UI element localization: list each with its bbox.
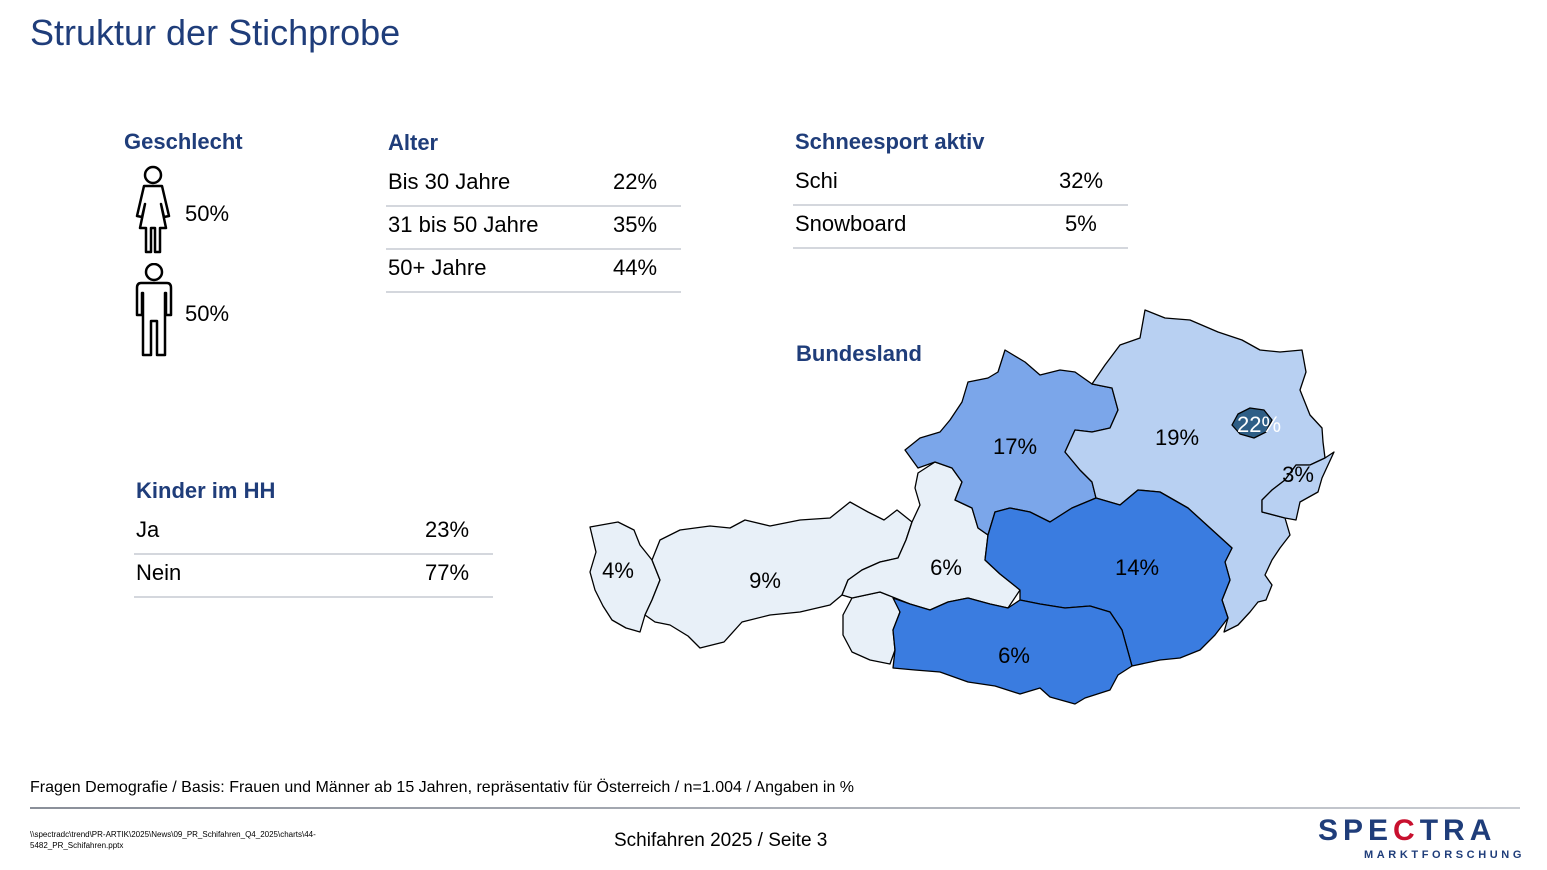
schneesport-heading: Schneesport aktiv xyxy=(795,129,985,154)
bundesland-heading: Bundesland xyxy=(796,341,922,366)
logo-subtitle: MARKTFORSCHUNG xyxy=(1364,849,1526,861)
male-percentage: 50% xyxy=(185,301,230,326)
page-info: Schifahren 2025 / Seite 3 xyxy=(614,830,828,851)
alter-row-value: 22% xyxy=(613,169,658,194)
map-region-osttirol xyxy=(842,591,901,665)
alter-row-value: 35% xyxy=(613,212,658,237)
kinder-row-value: 23% xyxy=(425,517,470,542)
kinder-row: Ja 23% xyxy=(134,511,493,555)
spectra-logo: SPECTRA xyxy=(1318,814,1496,848)
alter-row-value: 44% xyxy=(613,255,658,280)
map-label-vorarlberg: 4% xyxy=(602,558,634,583)
map-region-wien xyxy=(1231,407,1273,439)
file-path: \\spectradc\trend\PR-ARTIK\2025\News\09_… xyxy=(30,830,316,850)
map-region-kaernten xyxy=(892,597,1133,705)
map-label-niederoesterreich: 19% xyxy=(1154,425,1200,450)
logo-text-part1: SPE xyxy=(1318,814,1394,847)
schneesport-row-value: 32% xyxy=(1059,168,1104,193)
alter-heading: Alter xyxy=(388,130,439,155)
alter-row: Bis 30 Jahre 22% xyxy=(386,163,681,207)
map-region-vorarlberg xyxy=(589,521,661,633)
alter-row: 31 bis 50 Jahre 35% xyxy=(386,206,681,250)
alter-row-label: 50+ Jahre xyxy=(388,255,487,280)
male-icon xyxy=(135,263,173,357)
schneesport-row: Snowboard 5% xyxy=(793,205,1128,249)
logo-text-part3: TRA xyxy=(1419,814,1497,847)
alter-row: 50+ Jahre 44% xyxy=(386,249,681,293)
kinder-row-label: Ja xyxy=(136,517,160,542)
map-label-burgenland: 3% xyxy=(1282,462,1314,487)
footnote: Fragen Demografie / Basis: Frauen und Mä… xyxy=(30,779,855,796)
map-label-oberoesterreich: 17% xyxy=(992,434,1038,459)
map-region-burgenland xyxy=(1261,451,1335,521)
map-label-tirol: 9% xyxy=(749,568,781,593)
kinder-row-label: Nein xyxy=(136,560,182,585)
schneesport-row-label: Snowboard xyxy=(795,211,907,236)
kinder-row-value: 77% xyxy=(425,560,470,585)
map-label-kaernten: 6% xyxy=(998,643,1030,668)
kinder-row: Nein 77% xyxy=(134,554,493,598)
footer-divider xyxy=(30,807,1520,809)
logo-text-part2: C xyxy=(1393,814,1420,847)
map-label-steiermark: 14% xyxy=(1114,555,1160,580)
map-label-salzburg: 6% xyxy=(930,555,962,580)
geschlecht-heading: Geschlecht xyxy=(124,129,243,154)
female-icon xyxy=(135,165,171,254)
map-label-wien: 22% xyxy=(1236,412,1282,437)
map-region-niederoesterreich xyxy=(1064,309,1326,633)
schneesport-row-value: 5% xyxy=(1065,211,1097,236)
schneesport-row-label: Schi xyxy=(795,168,838,193)
alter-row-label: 31 bis 50 Jahre xyxy=(388,212,539,237)
page-title: Struktur der Stichprobe xyxy=(30,12,401,53)
alter-row-label: Bis 30 Jahre xyxy=(388,169,511,194)
kinder-heading: Kinder im HH xyxy=(136,478,276,503)
schneesport-row: Schi 32% xyxy=(793,162,1128,206)
female-percentage: 50% xyxy=(185,201,230,226)
